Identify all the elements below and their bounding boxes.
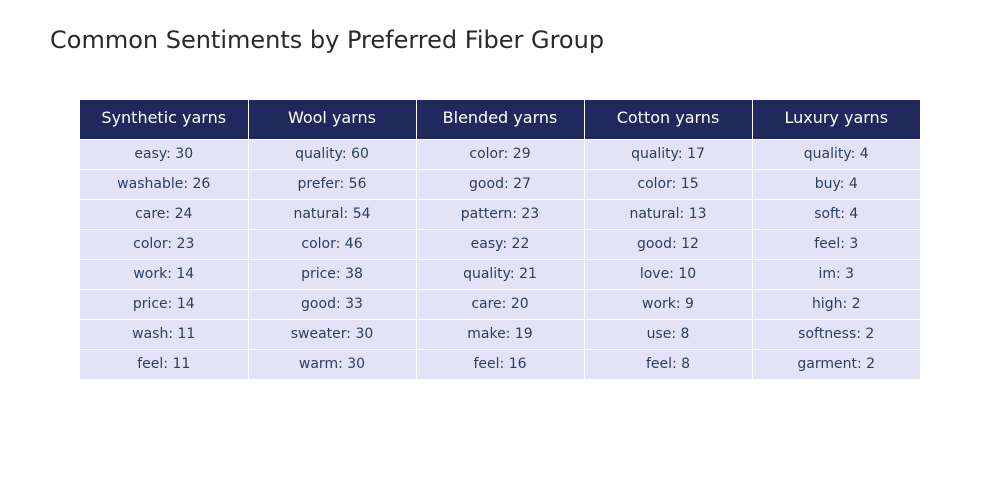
- table-row: wash: 11 sweater: 30 make: 19 use: 8 softnes…: [80, 319, 920, 350]
- table-cell: price: 14: [80, 289, 249, 320]
- table-cell: high: 2: [752, 289, 920, 320]
- table-cell: im: 3: [752, 259, 920, 290]
- table-cell: use: 8: [584, 319, 753, 350]
- table-cell: good: 33: [248, 289, 417, 320]
- table-cell: work: 9: [584, 289, 753, 320]
- sentiment-table-container: Synthetic yarns Wool yarns Blended yarns Co…: [80, 100, 920, 380]
- table-row: care: 24 natural: 54 pattern: 23 natural: 1…: [80, 199, 920, 230]
- table-cell: quality: 17: [584, 139, 753, 170]
- table-cell: color: 23: [80, 229, 249, 260]
- table-cell: feel: 8: [584, 349, 753, 380]
- table-cell: buy: 4: [752, 169, 920, 200]
- table-cell: color: 15: [584, 169, 753, 200]
- column-header: Blended yarns: [416, 100, 585, 140]
- table-cell: soft: 4: [752, 199, 920, 230]
- table-cell: feel: 3: [752, 229, 920, 260]
- table-cell: prefer: 56: [248, 169, 417, 200]
- table-cell: easy: 22: [416, 229, 585, 260]
- table-row: easy: 30 quality: 60 color: 29 quality: 17 q…: [80, 139, 920, 170]
- table-cell: quality: 21: [416, 259, 585, 290]
- table-row: price: 14 good: 33 care: 20 work: 9 high: 2: [80, 289, 920, 320]
- table-cell: softness: 2: [752, 319, 920, 350]
- table-body: easy: 30 quality: 60 color: 29 quality: 17 q…: [80, 139, 920, 380]
- table-cell: natural: 54: [248, 199, 417, 230]
- table-cell: feel: 16: [416, 349, 585, 380]
- table-cell: garment: 2: [752, 349, 920, 380]
- table-cell: wash: 11: [80, 319, 249, 350]
- table-cell: work: 14: [80, 259, 249, 290]
- table-cell: pattern: 23: [416, 199, 585, 230]
- table-cell: color: 29: [416, 139, 585, 170]
- table-cell: natural: 13: [584, 199, 753, 230]
- table-cell: feel: 11: [80, 349, 249, 380]
- column-header: Luxury yarns: [752, 100, 920, 140]
- table-row: work: 14 price: 38 quality: 21 love: 10 im: …: [80, 259, 920, 290]
- sentiment-table: Synthetic yarns Wool yarns Blended yarns Co…: [80, 100, 920, 380]
- table-cell: love: 10: [584, 259, 753, 290]
- table-cell: quality: 4: [752, 139, 920, 170]
- table-cell: color: 46: [248, 229, 417, 260]
- table-cell: make: 19: [416, 319, 585, 350]
- table-row: color: 23 color: 46 easy: 22 good: 12 feel: …: [80, 229, 920, 260]
- table-cell: sweater: 30: [248, 319, 417, 350]
- table-row: feel: 11 warm: 30 feel: 16 feel: 8 garment: …: [80, 349, 920, 380]
- table-cell: quality: 60: [248, 139, 417, 170]
- table-header-row: Synthetic yarns Wool yarns Blended yarns Co…: [80, 100, 920, 140]
- chart-title: Common Sentiments by Preferred Fiber Gro…: [50, 26, 605, 54]
- column-header: Wool yarns: [248, 100, 417, 140]
- column-header: Cotton yarns: [584, 100, 753, 140]
- table-cell: warm: 30: [248, 349, 417, 380]
- table-cell: good: 27: [416, 169, 585, 200]
- table-cell: easy: 30: [80, 139, 249, 170]
- table-cell: washable: 26: [80, 169, 249, 200]
- table-cell: price: 38: [248, 259, 417, 290]
- table-cell: good: 12: [584, 229, 753, 260]
- table-row: washable: 26 prefer: 56 good: 27 color: 15 b…: [80, 169, 920, 200]
- table-cell: care: 20: [416, 289, 585, 320]
- column-header: Synthetic yarns: [80, 100, 249, 140]
- table-cell: care: 24: [80, 199, 249, 230]
